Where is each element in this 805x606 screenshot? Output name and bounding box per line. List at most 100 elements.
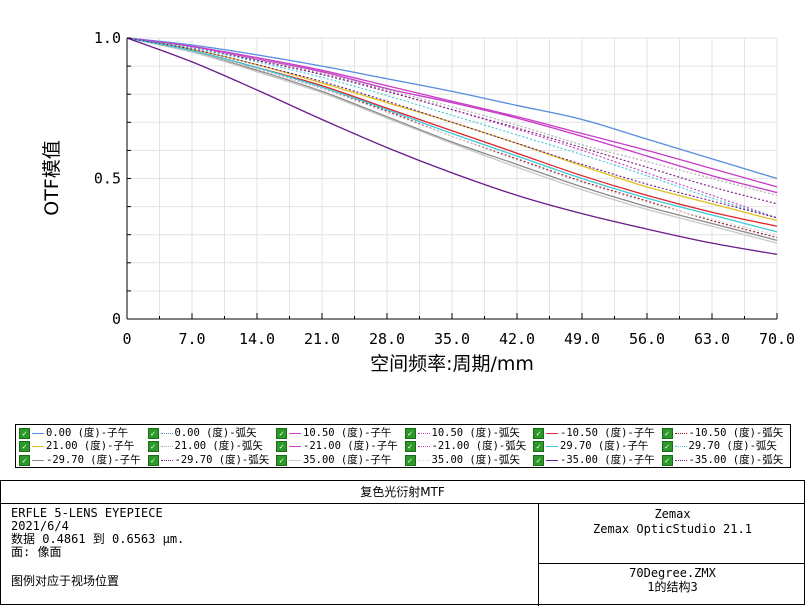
checkbox-checked-icon[interactable]: ✓ <box>19 441 30 453</box>
checkbox-checked-icon[interactable]: ✓ <box>147 428 159 440</box>
x-tick-label: 70.0 <box>759 330 795 348</box>
legend-label: 0.00 (度)-子午 <box>46 427 129 440</box>
checkbox-checked-icon[interactable]: ✓ <box>533 454 544 466</box>
chart-grid <box>126 37 778 320</box>
info-file: 70Degree.ZMX 1的结构3 <box>539 566 805 594</box>
legend-swatch <box>546 433 558 435</box>
series-line-11 <box>126 37 778 205</box>
checkbox-checked-icon[interactable]: ✓ <box>19 428 30 440</box>
legend-swatch <box>160 459 173 461</box>
x-tick-label: 56.0 <box>629 330 665 348</box>
legend: ✓ 0.00 (度)-子午 ✓ 0.00 (度)-弧矢 ✓ 10.50 (度)-子午 ✓ 10… <box>15 424 791 468</box>
series-line-16 <box>126 37 778 256</box>
checkbox-checked-icon[interactable]: ✓ <box>147 454 159 466</box>
info-config: 1的结构3 <box>647 580 698 594</box>
x-tick-label: 0 <box>122 330 131 348</box>
info-divider <box>538 503 539 606</box>
legend-swatch <box>417 446 430 448</box>
legend-item[interactable]: ✓ 29.70 (度)-子午 <box>533 440 662 453</box>
legend-item[interactable]: ✓ -35.00 (度)-子午 <box>533 454 662 467</box>
legend-item[interactable]: ✓ 21.00 (度)-子午 <box>19 440 148 453</box>
legend-label: -21.00 (度)-子午 <box>303 440 398 453</box>
series-line-14 <box>126 37 778 233</box>
info-lens-name: ERFLE 5-LENS EYEPIECE <box>11 506 163 520</box>
legend-item[interactable]: ✓ -21.00 (度)-子午 <box>276 440 405 453</box>
checkbox-checked-icon[interactable]: ✓ <box>404 428 416 440</box>
legend-item[interactable]: ✓ 35.00 (度)-子午 <box>276 454 405 467</box>
checkbox-checked-icon[interactable]: ✓ <box>276 441 287 453</box>
legend-swatch <box>160 446 173 448</box>
checkbox-checked-icon[interactable]: ✓ <box>147 441 159 453</box>
legend-label: 21.00 (度)-弧矢 <box>174 440 263 453</box>
legend-label: -21.00 (度)-弧矢 <box>431 440 527 453</box>
checkbox-checked-icon[interactable]: ✓ <box>276 454 287 466</box>
series-line-17 <box>126 37 778 219</box>
legend-label: 21.00 (度)-子午 <box>46 440 135 453</box>
x-tick-label: 63.0 <box>694 330 730 348</box>
series-line-15 <box>126 37 778 219</box>
legend-item[interactable]: ✓ -10.50 (度)-子午 <box>533 427 662 440</box>
series-line-1 <box>126 37 778 180</box>
mtf-chart: 0 7.0 14.0 21.0 28.0 35.0 42.0 49.0 56.0 63.0 70.0… <box>41 29 795 375</box>
legend-item[interactable]: ✓ 10.50 (度)-弧矢 <box>404 427 534 440</box>
legend-item[interactable]: ✓ 10.50 (度)-子午 <box>276 427 405 440</box>
series-line-10 <box>126 37 778 241</box>
info-filename: 70Degree.ZMX <box>629 566 716 580</box>
legend-swatch <box>32 446 44 448</box>
series-line-7 <box>126 37 778 196</box>
checkbox-checked-icon[interactable]: ✓ <box>661 441 673 453</box>
legend-item[interactable]: ✓ -21.00 (度)-弧矢 <box>404 440 534 453</box>
checkbox-checked-icon[interactable]: ✓ <box>19 454 30 466</box>
y-axis-title: OTF模值 <box>41 140 63 216</box>
checkbox-checked-icon[interactable]: ✓ <box>661 428 673 440</box>
x-tick-label: 42.0 <box>499 330 535 348</box>
legend-label: -29.70 (度)-子午 <box>46 453 141 466</box>
checkbox-checked-icon[interactable]: ✓ <box>533 428 544 440</box>
checkbox-checked-icon[interactable]: ✓ <box>533 441 544 453</box>
info-wavelength: 数据 0.4861 到 0.6563 μm. <box>11 532 185 546</box>
info-title: 复色光衍射MTF <box>1 481 804 504</box>
legend-item[interactable]: ✓ 0.00 (度)-弧矢 <box>147 427 277 440</box>
legend-swatch <box>289 459 301 461</box>
legend-label: 35.00 (度)-弧矢 <box>431 453 520 466</box>
series-line-13 <box>126 37 778 236</box>
legend-label: 10.50 (度)-子午 <box>303 427 392 440</box>
y-tick-label: 1.0 <box>94 29 121 47</box>
checkbox-checked-icon[interactable]: ✓ <box>404 441 416 453</box>
checkbox-checked-icon[interactable]: ✓ <box>661 454 673 466</box>
legend-item[interactable]: ✓ 0.00 (度)-子午 <box>19 427 148 440</box>
legend-item[interactable]: ✓ -35.00 (度)-弧矢 <box>661 454 791 467</box>
info-software: Zemax Zemax OpticStudio 21.1 <box>539 507 805 537</box>
x-tick-label: 21.0 <box>304 330 340 348</box>
legend-swatch <box>417 433 430 435</box>
legend-swatch <box>674 459 687 461</box>
legend-item[interactable]: ✓ -29.70 (度)-弧矢 <box>147 454 277 467</box>
series-line-12 <box>126 37 778 244</box>
legend-label: 35.00 (度)-子午 <box>303 453 392 466</box>
info-left: ERFLE 5-LENS EYEPIECE 2021/6/4 数据 0.4861… <box>11 507 541 588</box>
checkbox-checked-icon[interactable]: ✓ <box>276 428 287 440</box>
x-tick-label: 14.0 <box>239 330 275 348</box>
legend-item[interactable]: ✓ 21.00 (度)-弧矢 <box>147 440 277 453</box>
legend-item[interactable]: ✓ -29.70 (度)-子午 <box>19 454 148 467</box>
legend-item[interactable]: ✓ 29.70 (度)-弧矢 <box>661 440 791 453</box>
info-panel: 复色光衍射MTF ERFLE 5-LENS EYEPIECE 2021/6/4 … <box>0 480 805 606</box>
x-tick-label: 49.0 <box>564 330 600 348</box>
info-version: Zemax OpticStudio 21.1 <box>593 522 752 536</box>
legend-item[interactable]: ✓ 35.00 (度)-弧矢 <box>404 453 534 467</box>
legend-item[interactable]: ✓ -10.50 (度)-弧矢 <box>661 427 791 440</box>
legend-label: 29.70 (度)-子午 <box>560 440 649 453</box>
x-axis-title: 空间频率:周期/mm <box>370 353 534 375</box>
legend-swatch <box>674 446 687 448</box>
legend-label: 29.70 (度)-弧矢 <box>688 440 777 453</box>
legend-label: 10.50 (度)-弧矢 <box>431 427 520 440</box>
legend-swatch <box>674 433 687 435</box>
legend-swatch <box>417 459 430 461</box>
info-legend-note: 图例对应于视场位置 <box>11 574 120 588</box>
checkbox-checked-icon[interactable]: ✓ <box>404 454 416 466</box>
y-tick-label: 0.5 <box>94 170 121 188</box>
legend-label: -35.00 (度)-子午 <box>560 453 655 466</box>
info-vendor: Zemax <box>654 507 691 521</box>
legend-swatch <box>32 433 44 435</box>
x-tick-label: 7.0 <box>178 330 205 348</box>
